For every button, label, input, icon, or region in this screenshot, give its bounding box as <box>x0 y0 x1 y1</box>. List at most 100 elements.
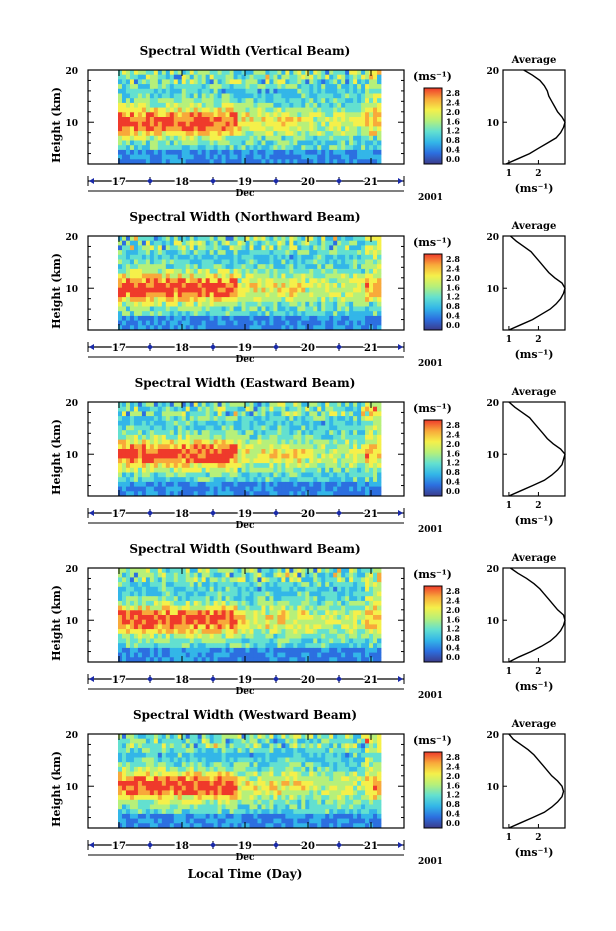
colorbar-tick-label: 1.6 <box>446 116 460 126</box>
heatmap-cell <box>121 582 127 588</box>
heatmap-cell <box>241 315 246 321</box>
heatmap-cell <box>249 481 254 487</box>
heatmap-cell <box>289 154 294 160</box>
heatmap-cell <box>177 486 183 492</box>
heatmap-cell <box>281 430 286 436</box>
heatmap-cell <box>293 121 298 127</box>
heatmap-cell <box>361 568 366 574</box>
heatmap-cell <box>141 402 147 408</box>
heatmap-cell <box>245 254 250 260</box>
heatmap-cell <box>293 453 298 459</box>
heatmap-cell <box>353 98 358 104</box>
heatmap-cell <box>149 121 155 127</box>
heatmap-cell <box>149 577 155 583</box>
heatmap-cell <box>349 93 354 99</box>
heatmap-cell <box>137 591 143 597</box>
heatmap-cell <box>277 131 282 137</box>
heatmap-cell <box>245 610 250 616</box>
heatmap-cell <box>225 315 230 321</box>
heatmap-cell <box>333 315 338 321</box>
heatmap-cell <box>157 600 163 606</box>
heatmap-cell <box>333 254 338 260</box>
heatmap-cell <box>137 107 143 113</box>
heatmap-cell <box>169 240 175 246</box>
heatmap-cell <box>345 292 350 298</box>
heatmap-cell <box>357 467 362 473</box>
heatmap-cell <box>357 102 362 108</box>
heatmap-cell <box>241 240 246 246</box>
heatmap-cell <box>365 273 370 279</box>
heatmap-cell <box>353 240 358 246</box>
heatmap-cell <box>345 102 350 108</box>
heatmap-cell <box>357 79 362 85</box>
heatmap-cell <box>337 596 342 602</box>
heatmap-cell <box>149 112 155 118</box>
heatmap-cell <box>249 250 254 256</box>
heatmap-cell <box>289 320 294 326</box>
heatmap-cell <box>181 306 187 312</box>
heatmap-cell <box>197 568 203 574</box>
heatmap-cell <box>169 449 175 455</box>
colorbar-tick-label: 2.0 <box>446 107 460 117</box>
heatmap-cell <box>373 88 378 94</box>
heatmap-cell <box>129 624 135 630</box>
heatmap-cell <box>233 430 238 436</box>
heatmap-cell <box>313 472 318 478</box>
heatmap-cell <box>177 306 183 312</box>
heatmap-cell <box>241 79 246 85</box>
heatmap-cell <box>241 596 246 602</box>
heatmap-cell <box>329 283 334 289</box>
heatmap-cell <box>257 449 262 455</box>
heatmap-cell <box>237 406 242 412</box>
heatmap-cell <box>213 320 219 326</box>
heatmap-cell <box>209 93 215 99</box>
heatmap-cell <box>169 264 175 270</box>
heatmap-cell <box>245 297 250 303</box>
heatmap-cell <box>181 145 187 151</box>
heatmap-cell <box>237 577 242 583</box>
heatmap-cell <box>221 145 226 151</box>
heatmap-cell <box>209 600 215 606</box>
heatmap-cell <box>265 481 270 487</box>
heatmap-cell <box>153 84 159 90</box>
heatmap-cell <box>145 98 151 104</box>
heatmap-cell <box>129 582 135 588</box>
heatmap-cell <box>193 315 199 321</box>
heatmap-cell <box>261 610 266 616</box>
profile-y-tick-label: 20 <box>486 67 499 77</box>
heatmap-cell <box>329 250 334 256</box>
heatmap-cell <box>309 402 314 408</box>
heatmap-cell <box>261 453 266 459</box>
heatmap-cell <box>157 434 163 440</box>
heatmap-cell <box>285 411 290 417</box>
heatmap-cell <box>349 278 354 284</box>
heatmap-cell <box>229 121 234 127</box>
heatmap-cell <box>309 439 314 445</box>
heatmap-cell <box>353 596 358 602</box>
heatmap-cell <box>229 311 234 317</box>
heatmap-cell <box>201 453 207 459</box>
heatmap-cell <box>269 467 274 473</box>
heatmap-cell <box>161 315 167 321</box>
heatmap-cell <box>169 439 175 445</box>
heatmap-cell <box>337 477 342 483</box>
heatmap-cell <box>369 472 374 478</box>
heatmap-cell <box>265 154 270 160</box>
heatmap-cell <box>177 600 183 606</box>
heatmap-cell <box>349 145 354 151</box>
heatmap-cell <box>265 572 270 578</box>
heatmap-cell <box>153 605 159 611</box>
heatmap-cell <box>337 582 342 588</box>
heatmap-cell <box>377 121 382 127</box>
heatmap-cell <box>153 402 159 408</box>
heatmap-cell <box>197 98 203 104</box>
heatmap-cell <box>125 311 131 317</box>
heatmap-cell <box>265 325 270 331</box>
heatmap-cell <box>261 600 266 606</box>
heatmap-cell <box>213 453 219 459</box>
heatmap-cell <box>365 406 370 412</box>
heatmap-cell <box>237 135 242 141</box>
heatmap-cell <box>137 268 143 274</box>
heatmap-cell <box>241 458 246 464</box>
heatmap-cell <box>157 126 163 132</box>
